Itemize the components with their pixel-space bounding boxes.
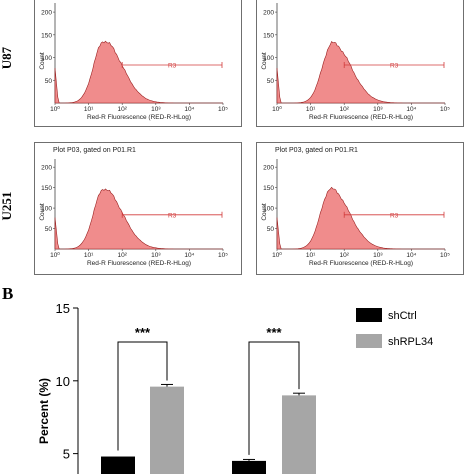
x-tick-label: 10⁵	[218, 106, 228, 113]
histogram-area	[276, 40, 445, 104]
x-tick-label: 10²	[339, 106, 349, 113]
histogram-panel-u251-left	[34, 142, 242, 275]
histogram-u251-left: Plot P03, gated on P01.R1 50 100 150 200 Coun…	[39, 147, 228, 267]
legend-label-shRPL34: shRPL34	[388, 336, 433, 348]
x-tick-label: 10⁰	[50, 105, 60, 113]
x-tick-label: 10²	[117, 106, 127, 113]
significance-label: ***	[266, 325, 282, 340]
y-tick-label: 50	[267, 78, 275, 85]
histogram-area	[54, 40, 223, 104]
bar-y-tick-label: 5	[63, 447, 70, 462]
bar-shCtrl-2	[232, 460, 266, 474]
y-tick-label: 200	[41, 165, 52, 172]
bar-shRPL34-1	[150, 386, 184, 474]
histogram-panel-u87-left	[34, 0, 242, 127]
x-tick-label: 10¹	[84, 106, 94, 113]
y-tick-label: 150	[263, 185, 274, 192]
bar-y-tick-label: 15	[56, 301, 70, 316]
x-tick-label: 10⁴	[406, 252, 416, 259]
bar-shCtrl-1	[101, 456, 135, 474]
x-tick-label: 10⁰	[272, 105, 282, 113]
x-tick-label: 10²	[117, 252, 127, 259]
y-tick-label: 200	[263, 165, 274, 172]
y-tick-label: 100	[41, 55, 52, 62]
row-label-u251: U251	[0, 186, 14, 226]
row-label-u87: U87	[0, 42, 14, 72]
bar-shRPL34-2	[282, 395, 316, 474]
plot-title: Plot P03, gated on P01.R1	[53, 147, 136, 154]
x-axis-label: Red-R Fluorescence (RED-R-HLog)	[87, 114, 191, 121]
y-axis-label: Count	[39, 52, 46, 70]
bar-y-tick-label: 10	[56, 374, 70, 389]
y-axis-label: Count	[39, 203, 46, 221]
x-axis-label: Red-R Fluorescence (RED-R-HLog)	[309, 260, 413, 267]
x-tick-label: 10⁵	[440, 252, 450, 259]
x-tick-label: 10¹	[306, 252, 316, 259]
y-tick-label: 150	[41, 185, 52, 192]
y-tick-label: 50	[267, 226, 275, 233]
x-tick-label: 10⁰	[272, 251, 282, 259]
y-tick-label: 50	[45, 78, 53, 85]
plot-title: Plot P03, gated on P01.R1	[275, 147, 358, 154]
x-tick-label: 10³	[373, 106, 383, 113]
x-tick-label: 10⁴	[184, 106, 194, 113]
y-tick-label: 100	[263, 206, 274, 213]
gate-label: R3	[168, 212, 177, 219]
x-tick-label: 10¹	[84, 252, 94, 259]
x-tick-label: 10⁵	[218, 252, 228, 259]
x-tick-label: 10⁴	[406, 106, 416, 113]
x-tick-label: 10³	[373, 252, 383, 259]
y-tick-label: 200	[263, 10, 274, 17]
x-axis-label: Red-R Fluorescence (RED-R-HLog)	[87, 260, 191, 267]
significance-bracket	[248, 341, 300, 455]
row-label-u87-text: U87	[0, 46, 14, 70]
histogram-u251-right: Plot P03, gated on P01.R1 50 100 150 200 Coun…	[261, 147, 450, 267]
histogram-panel-u87-right	[256, 0, 464, 127]
y-axis-label: Count	[261, 203, 268, 221]
x-tick-label: 10⁴	[184, 252, 194, 259]
y-tick-label: 150	[41, 32, 52, 39]
gate-label: R3	[390, 212, 399, 219]
y-tick-label: 100	[263, 55, 274, 62]
legend-swatch-shCtrl	[356, 308, 382, 322]
x-axis-label: Red-R Fluorescence (RED-R-HLog)	[309, 114, 413, 121]
histogram-panel-u251-right	[256, 142, 464, 275]
histogram-u87-left: 50 100 150 200 Count 10⁰ 10¹ 10² 10³ 10⁴ 10⁵ Red-R …	[39, 3, 228, 121]
gate-label: R3	[390, 63, 399, 70]
x-tick-label: 10¹	[306, 106, 316, 113]
legend-swatch-shRPL34	[356, 334, 382, 348]
legend-label-shCtrl: shCtrl	[388, 310, 417, 322]
x-tick-label: 10⁰	[50, 251, 60, 259]
gate-label: R3	[168, 63, 177, 70]
y-tick-label: 100	[41, 206, 52, 213]
x-tick-label: 10²	[339, 252, 349, 259]
x-tick-label: 10³	[151, 252, 161, 259]
y-axis-label: Count	[261, 52, 268, 70]
significance-label: ***	[135, 325, 151, 340]
panel-b-label: B	[2, 284, 14, 303]
histogram-area	[54, 188, 223, 250]
histogram-u87-right: 50 100 150 200 Count 10⁰ 10¹ 10² 10³ 10⁴ 10⁵ Red-R …	[261, 3, 450, 121]
bar-chart: 5 10 15 Percent (%) *** *** shCtrl shRPL34	[37, 301, 433, 474]
y-tick-label: 50	[45, 226, 53, 233]
x-tick-label: 10³	[151, 106, 161, 113]
significance-bracket	[117, 341, 168, 451]
bar-y-axis-label: Percent (%)	[37, 378, 51, 444]
y-tick-label: 200	[41, 10, 52, 17]
y-tick-label: 150	[263, 32, 274, 39]
histogram-area	[276, 186, 445, 250]
x-tick-label: 10⁵	[440, 106, 450, 113]
row-label-u251-text: U251	[0, 191, 14, 221]
